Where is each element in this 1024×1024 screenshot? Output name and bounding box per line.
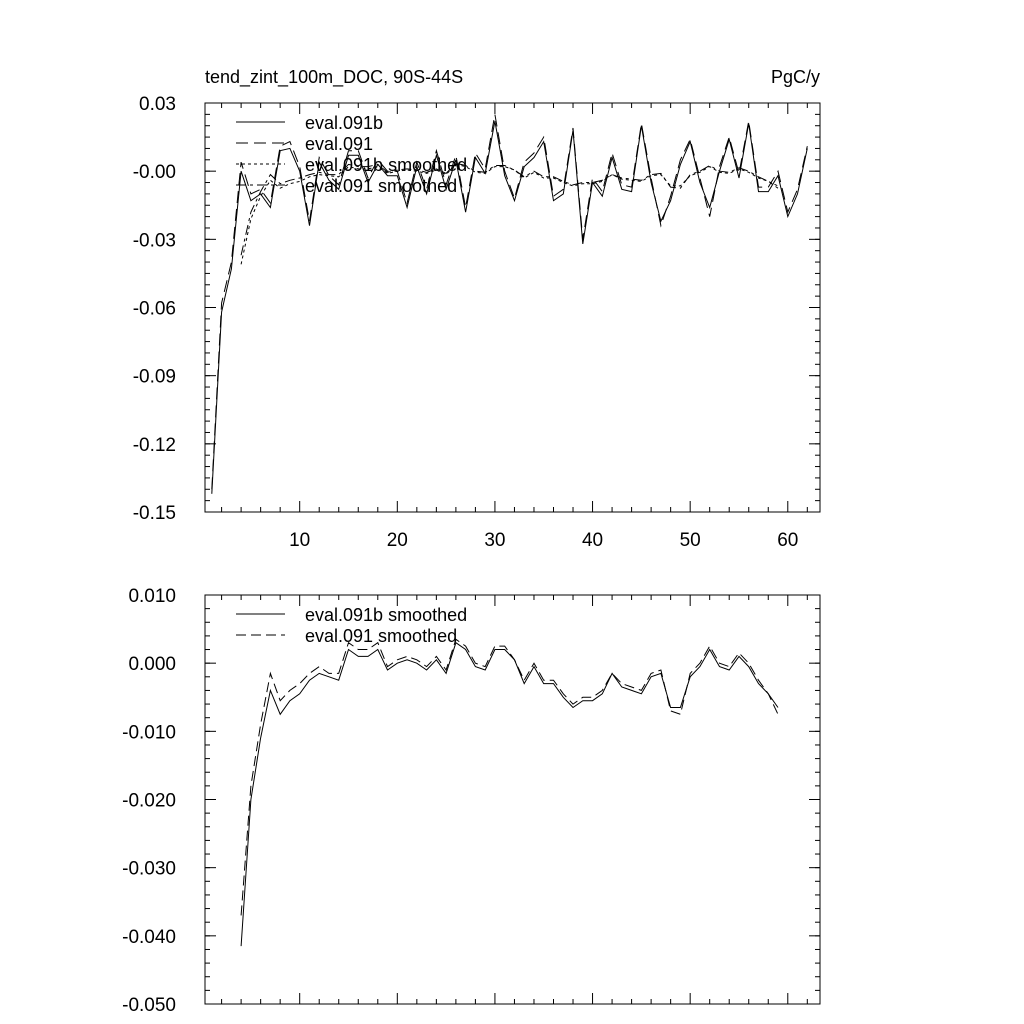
top-panel: tend_zint_100m_DOC, 90S-44S PgC/y 0.03 -0… bbox=[133, 67, 821, 551]
series-line bbox=[240, 162, 779, 256]
series-line bbox=[240, 641, 779, 947]
y-tick-label: -0.15 bbox=[133, 503, 176, 524]
x-tick-label: 10 bbox=[289, 530, 310, 551]
units-label: PgC/y bbox=[771, 67, 820, 87]
y-tick-label: -0.06 bbox=[133, 299, 176, 320]
x-tick-label: 50 bbox=[680, 530, 701, 551]
legend-label: eval.091 bbox=[305, 134, 373, 154]
legend-label: eval.091b smoothed bbox=[305, 605, 467, 625]
y-tick-label: -0.010 bbox=[122, 722, 176, 743]
series-line bbox=[211, 121, 808, 494]
bottom-panel: 0.010 0.000 -0.010 -0.020 -0.030 -0.040 -0.050… bbox=[122, 586, 821, 1016]
y-tick-label: 0.03 bbox=[139, 94, 176, 115]
y-tick-label: -0.050 bbox=[122, 995, 176, 1016]
y-tick-label: -0.09 bbox=[133, 367, 176, 388]
x-tick-label: 40 bbox=[582, 530, 603, 551]
x-tick-label: 30 bbox=[484, 530, 505, 551]
legend-label: eval.091 smoothed bbox=[305, 626, 457, 646]
y-tick-label: -0.020 bbox=[122, 791, 176, 812]
y-tick-label: 0.010 bbox=[128, 586, 176, 607]
legend-label: eval.091b bbox=[305, 113, 383, 133]
y-tick-label: 0.000 bbox=[128, 654, 176, 675]
chart-title: tend_zint_100m_DOC, 90S-44S bbox=[205, 67, 463, 88]
legend-label: eval.091b smoothed bbox=[305, 155, 467, 175]
y-tick-label: -0.00 bbox=[133, 162, 176, 183]
x-tick-label: 20 bbox=[387, 530, 408, 551]
series-line bbox=[211, 114, 808, 490]
y-tick-label: -0.03 bbox=[133, 230, 176, 251]
y-tick-label: -0.040 bbox=[122, 927, 176, 948]
legend-label: eval.091 smoothed bbox=[305, 176, 457, 196]
y-tick-label: -0.030 bbox=[122, 859, 176, 880]
y-tick-label: -0.12 bbox=[133, 435, 176, 456]
x-tick-label: 60 bbox=[777, 530, 798, 551]
series-line bbox=[240, 638, 779, 916]
